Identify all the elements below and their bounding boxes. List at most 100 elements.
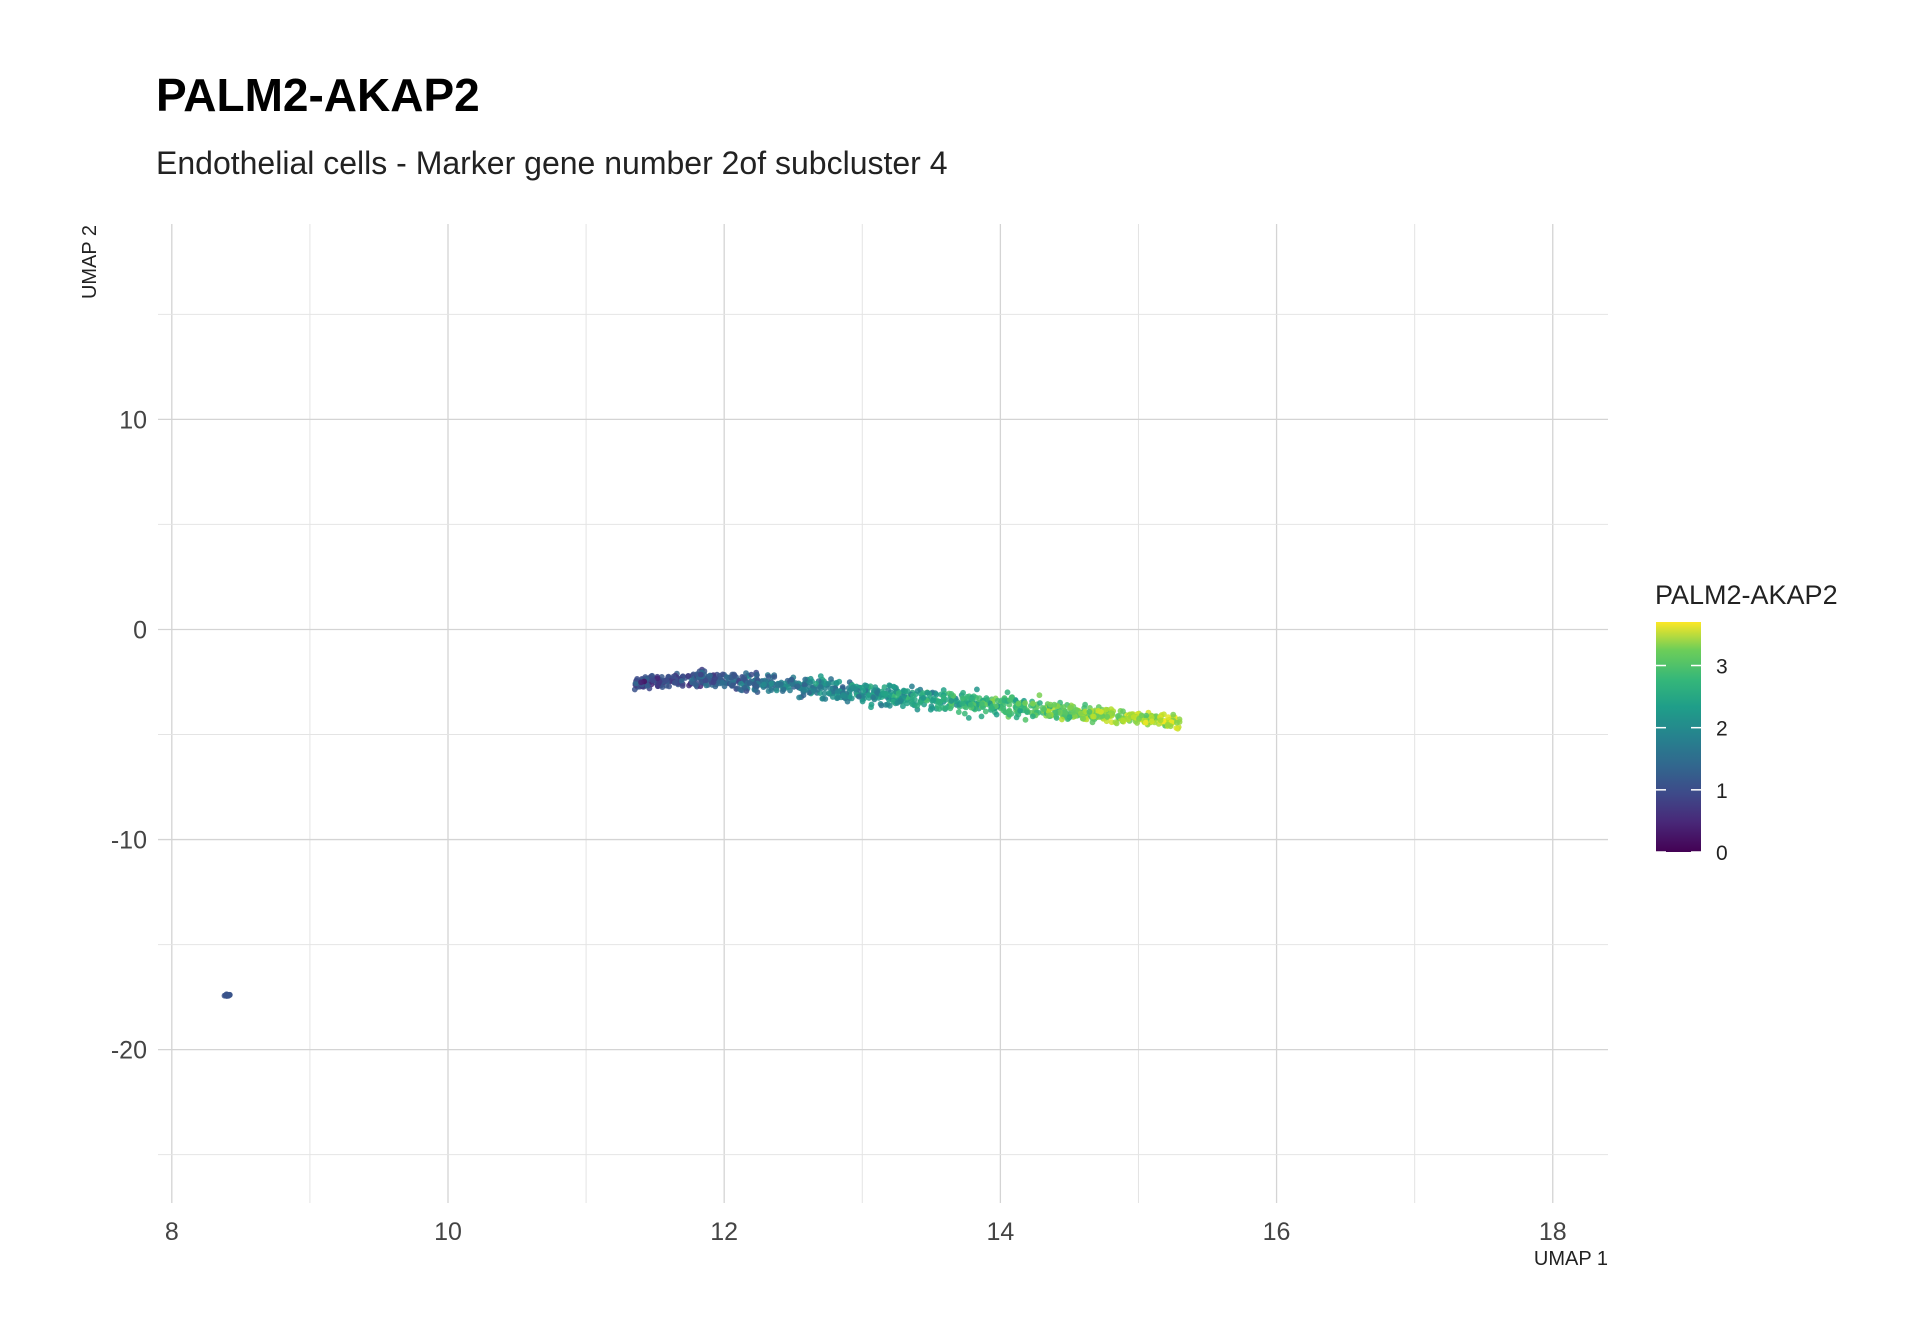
data-point [948,691,955,697]
data-point [825,690,832,697]
x-tick-label: 16 [1263,1218,1291,1246]
data-point [989,705,996,712]
data-point [650,677,656,684]
data-point [967,701,974,708]
data-point [1037,700,1043,706]
data-point [802,676,809,683]
data-point [638,679,644,686]
data-point [842,693,849,700]
data-point [904,700,910,707]
x-tick-label: 18 [1539,1218,1567,1246]
data-point [658,674,665,680]
data-point [878,702,885,709]
legend-title: PALM2-AKAP2 [1655,580,1838,610]
data-point [654,675,661,682]
data-point [1024,709,1030,715]
data-point [1070,709,1077,716]
data-point [796,694,802,701]
data-point [678,678,685,684]
data-point [768,687,775,693]
data-point [924,689,931,696]
data-point [663,677,669,684]
data-point [1086,708,1093,715]
data-point [1134,720,1140,726]
data-point [1143,712,1150,719]
data-point [834,688,841,694]
data-point [929,705,936,711]
data-point [1045,712,1052,719]
data-point [788,676,795,683]
data-point [753,683,760,690]
data-point [679,683,686,689]
data-point [1059,716,1065,723]
data-point [794,683,801,690]
data-point [741,684,748,691]
data-point [890,683,897,690]
data-point [633,680,639,687]
data-point [765,673,772,680]
data-point [914,688,921,694]
data-point [859,698,866,705]
data-point [719,679,726,686]
data-point [834,694,841,701]
data-point [730,682,736,689]
data-point [1030,700,1036,707]
legend-colorbar [1656,622,1701,852]
data-point [1015,700,1022,707]
x-axis-label: UMAP 1 [1534,1248,1608,1270]
x-tick-label: 10 [434,1218,462,1246]
data-point [870,694,876,701]
data-point [863,682,870,689]
data-point [1112,719,1119,726]
data-point [982,708,989,715]
data-point [1013,714,1020,721]
data-point [731,673,738,679]
y-tick-label: 10 [119,406,147,434]
data-point [909,683,915,690]
data-point [935,698,941,705]
data-point [1173,725,1180,731]
data-point [978,713,985,720]
x-tick-label: 12 [710,1218,738,1246]
data-point [868,704,874,711]
data-point [948,698,955,704]
data-point [1114,713,1121,719]
color-legend: PALM2-AKAP2 0 1 2 3 [1655,580,1838,865]
data-point [789,681,796,687]
data-point [961,710,968,717]
data-point [1095,707,1102,714]
data-point [886,682,893,689]
data-point [1060,704,1067,710]
data-point [822,696,829,702]
data-point [1056,709,1063,715]
data-point [833,679,840,686]
data-point [702,677,709,684]
data-point [746,680,753,687]
data-point [666,683,672,690]
legend-tick-label: 2 [1716,718,1728,741]
y-axis-label: UMAP 2 [79,225,101,299]
data-point [645,682,651,689]
data-point [822,685,828,692]
data-point [801,686,807,693]
data-point [1138,712,1145,719]
y-tick-label: -20 [111,1037,147,1065]
data-point [1067,705,1073,712]
data-point [821,690,828,697]
data-point [881,684,888,691]
data-point [1120,708,1126,715]
data-point [712,675,718,682]
data-point [849,684,856,691]
data-point [226,992,233,998]
data-point [964,693,971,700]
data-point [801,681,808,688]
data-point [855,693,862,700]
data-point [1130,714,1137,720]
data-point [1104,713,1111,720]
data-point [930,697,937,704]
data-point [748,671,755,678]
data-point [839,684,846,690]
data-point [1174,719,1180,726]
legend-tick-label: 1 [1716,780,1728,803]
